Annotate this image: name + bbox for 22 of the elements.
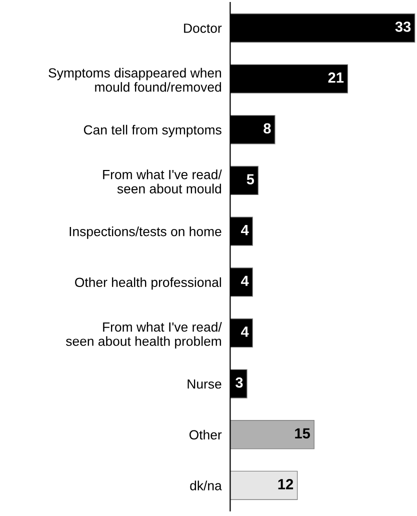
y-tick-label: Other health professional	[75, 277, 221, 290]
data-label: 3	[236, 377, 243, 388]
y-tick-label: Inspections/tests on home	[70, 226, 222, 239]
data-label: 15	[295, 428, 310, 439]
y-tick-label: Doctor	[184, 24, 222, 33]
y-tick-label: From what I've read/ seen about mould	[103, 170, 222, 194]
data-label: 8	[264, 123, 271, 134]
data-label: 4	[240, 326, 249, 337]
y-tick-label: From what I've read/ seen about health problem	[66, 322, 222, 349]
data-label: 33	[395, 22, 411, 32]
data-label: 4	[240, 276, 249, 286]
y-tick-label: Other	[189, 430, 222, 440]
y-tick-label: dk/na	[190, 480, 222, 490]
y-tick-label: Can tell from symptoms	[84, 124, 222, 138]
data-label: 21	[328, 72, 344, 83]
y-tick-label: Nurse	[188, 379, 222, 389]
data-label: 4	[240, 225, 249, 236]
data-label: 5	[246, 174, 254, 184]
data-label: 12	[278, 479, 294, 490]
y-tick-label: Symptoms disappeared when mould found/removed	[48, 68, 222, 92]
bar	[230, 470, 298, 500]
bar	[230, 420, 314, 450]
